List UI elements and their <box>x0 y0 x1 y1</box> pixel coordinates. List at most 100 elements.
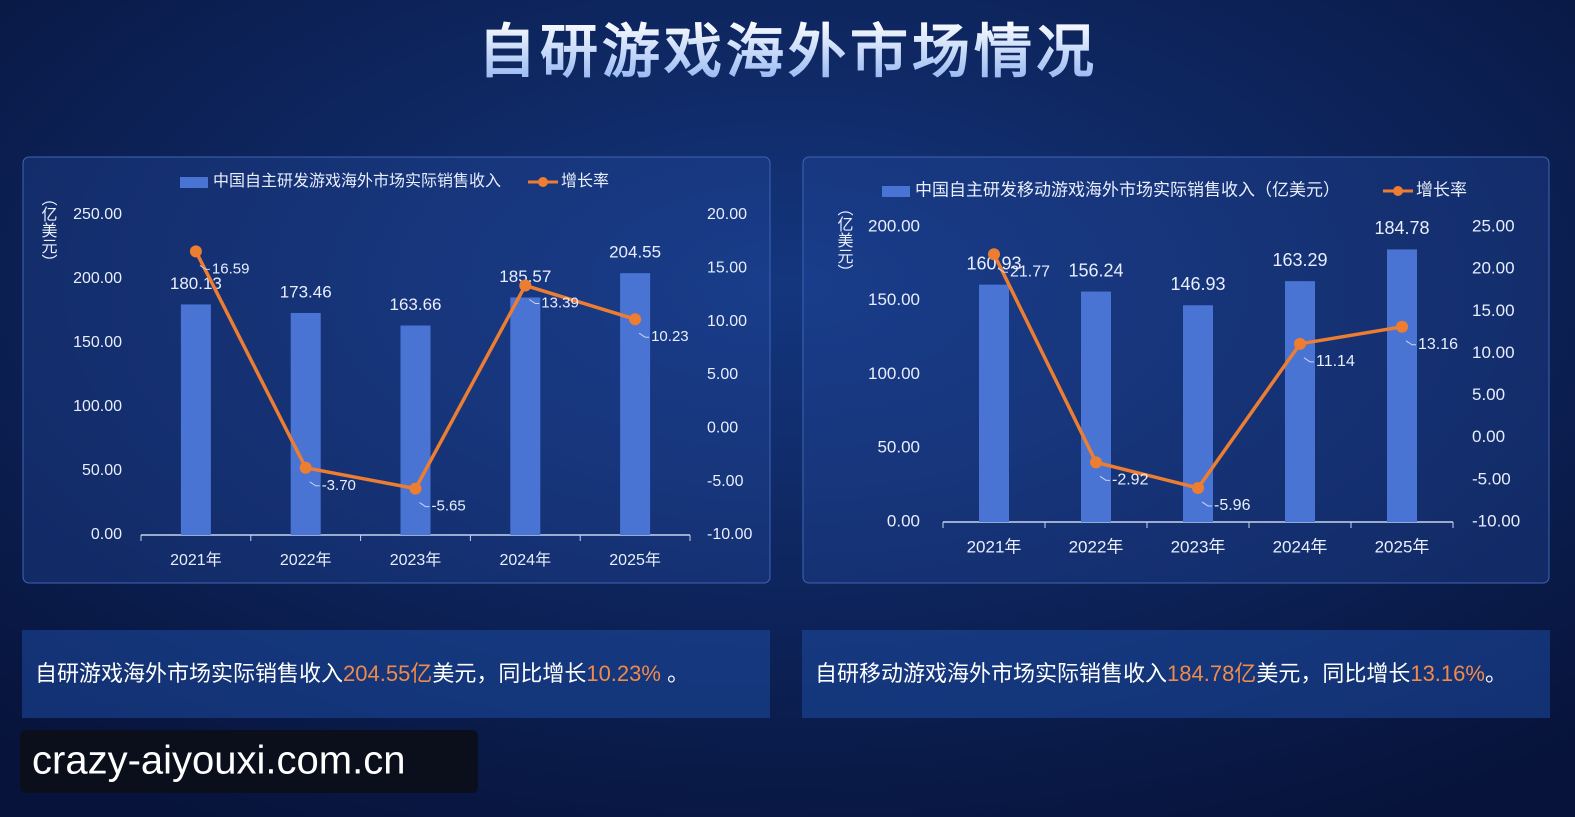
line-value-label: -3.70 <box>322 477 356 494</box>
line-marker <box>1396 320 1408 333</box>
line-value-label: 10.23 <box>651 328 689 345</box>
bar <box>620 273 651 535</box>
x-tick-label: 2024年 <box>1273 537 1328 556</box>
summary-box <box>22 630 770 718</box>
y2-tick-label: 15.00 <box>707 260 747 277</box>
bar <box>979 284 1009 522</box>
y-tick-label: 0.00 <box>91 526 122 543</box>
y2-tick-label: -10.00 <box>1472 511 1520 530</box>
x-tick-label: 2021年 <box>170 551 222 569</box>
line-value-label: 11.14 <box>1316 353 1355 370</box>
label-leader <box>199 264 210 270</box>
chart-panel <box>22 156 771 584</box>
x-tick-label: 2024年 <box>499 551 551 569</box>
y2-tick-label: 5.00 <box>707 366 738 383</box>
summary-part: 。 <box>1485 661 1507 686</box>
summary-box <box>802 630 1550 718</box>
label-leader <box>1303 357 1314 363</box>
bar-value-label: 185.57 <box>499 267 551 286</box>
summary-text: 自研移动游戏海外市场实际销售收入184.78亿美元，同比增长13.16%。 <box>815 661 1507 686</box>
bar <box>1285 281 1315 522</box>
summary-part: 自研移动游戏海外市场实际销售收入 <box>815 661 1167 686</box>
label-leader <box>638 332 650 338</box>
x-tick-label: 2021年 <box>967 537 1022 556</box>
x-tick-label: 2022年 <box>280 551 332 569</box>
bar-value-label: 163.66 <box>390 295 442 314</box>
bar <box>1081 291 1111 522</box>
line-value-label: 21.77 <box>1010 263 1050 280</box>
line-value-label: 16.59 <box>212 260 250 277</box>
y-axis-label: （亿美元） <box>39 190 58 270</box>
y2-tick-label: 10.00 <box>707 313 747 330</box>
y-tick-label: 50.00 <box>877 438 920 457</box>
watermark-box <box>20 730 478 793</box>
y2-tick-label: 0.00 <box>1472 427 1505 446</box>
bar <box>1387 249 1417 522</box>
line-value-label: -2.92 <box>1112 472 1149 489</box>
summary-part: 。 <box>661 661 689 686</box>
bar-value-label: 184.78 <box>1374 218 1429 238</box>
line-marker <box>629 313 642 326</box>
bar-value-label: 160.93 <box>966 253 1021 273</box>
y-tick-label: 100.00 <box>73 398 122 415</box>
label-leader <box>1099 475 1110 481</box>
legend-label: 增长率 <box>561 172 609 190</box>
bar-value-label: 163.29 <box>1272 250 1327 270</box>
x-tick-label: 2022年 <box>1069 537 1124 556</box>
x-tick-label: 2023年 <box>390 551 442 569</box>
label-leader <box>419 502 430 508</box>
label-leader <box>997 267 1008 273</box>
line-marker <box>409 482 422 495</box>
y-tick-label: 50.00 <box>82 462 122 479</box>
legend-label: 中国自主研发移动游戏海外市场实际销售收入（亿美元） <box>915 180 1340 199</box>
watermark: crazy-aiyouxi.com.cn <box>32 739 405 783</box>
line-value-label: -5.96 <box>1214 497 1251 514</box>
legend-swatch <box>882 186 910 197</box>
y-tick-label: 250.00 <box>73 206 122 223</box>
legend-swatch <box>1393 186 1403 196</box>
y2-tick-label: -5.00 <box>1472 469 1511 488</box>
line-marker <box>1192 481 1204 494</box>
summary-part: 美元，同比增长 <box>1256 661 1410 686</box>
y-tick-label: 200.00 <box>73 270 122 287</box>
line-marker <box>189 245 202 258</box>
line-marker <box>299 461 312 474</box>
y2-tick-label: -5.00 <box>707 473 744 490</box>
line-value-label: 13.39 <box>541 294 579 311</box>
y2-tick-label: 25.00 <box>1472 216 1515 235</box>
y2-tick-label: 0.00 <box>707 420 738 437</box>
bar <box>180 304 211 535</box>
line-value-label: 13.16 <box>1418 336 1458 353</box>
x-tick-label: 2025年 <box>609 551 661 569</box>
bar-value-label: 156.24 <box>1068 260 1123 280</box>
y-tick-label: 200.00 <box>868 216 920 235</box>
summary-part: 13.16% <box>1410 661 1485 686</box>
y2-tick-label: 20.00 <box>1472 259 1515 278</box>
summary-part: 204.55亿 <box>343 661 432 686</box>
y2-tick-label: -10.00 <box>707 526 752 543</box>
label-leader <box>529 299 540 305</box>
bar-value-label: 204.55 <box>609 243 661 262</box>
y2-tick-label: 15.00 <box>1472 301 1515 320</box>
label-leader <box>1405 340 1416 346</box>
bar <box>510 297 541 535</box>
label-leader <box>1201 501 1212 507</box>
line-marker <box>519 279 532 292</box>
summary-part: 美元，同比增长 <box>432 661 586 686</box>
y-tick-label: 100.00 <box>868 364 920 383</box>
bar <box>290 312 321 535</box>
y-tick-label: 0.00 <box>887 511 920 530</box>
summary-part: 自研游戏海外市场实际销售收入 <box>35 661 343 686</box>
legend-label: 中国自主研发游戏海外市场实际销售收入 <box>213 172 501 190</box>
summary-part: 10.23% <box>586 661 661 686</box>
legend-swatch <box>180 177 208 188</box>
y-tick-label: 150.00 <box>73 334 122 351</box>
y2-tick-label: 10.00 <box>1472 343 1515 362</box>
summary-text: 自研游戏海外市场实际销售收入204.55亿美元，同比增长10.23% 。 <box>35 661 689 686</box>
line-marker <box>1294 337 1306 350</box>
bar-value-label: 173.46 <box>280 282 332 301</box>
line-value-label: -5.65 <box>432 498 466 515</box>
line-marker <box>988 248 1000 261</box>
